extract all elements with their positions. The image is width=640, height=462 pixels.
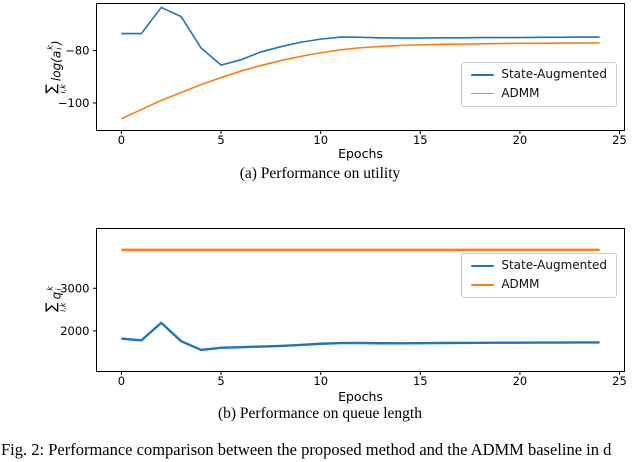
x-tick-label: 20 <box>513 133 528 147</box>
legend-label: State-Augmented <box>501 67 607 81</box>
legend-line-sample <box>471 283 495 286</box>
math-expression: q k i <box>45 286 65 300</box>
legend-item: ADMM <box>471 276 607 292</box>
sum-subscript: i,k <box>58 302 68 312</box>
legend-label: ADMM <box>501 85 540 100</box>
y-axis-label-queue: ∑ i,k q k i <box>43 286 68 312</box>
x-tick-label: 5 <box>217 133 224 147</box>
x-tick-label: 25 <box>612 133 627 147</box>
legend-line-sample <box>471 92 495 95</box>
legend-queue: State-Augmented ADMM <box>461 253 617 298</box>
legend-line-sample <box>471 264 495 268</box>
utility-plot-area: 0 5 10 15 20 25 −80 −100 <box>58 3 627 147</box>
expr-supsub: k i <box>45 286 64 291</box>
subcaption-a: (a) Performance on utility <box>239 165 401 182</box>
legend-item: State-Augmented <box>471 258 607 273</box>
x-tick-label: 0 <box>118 133 125 147</box>
subcaption-b: (b) Performance on queue length <box>217 405 422 422</box>
sigma-glyph: ∑ <box>43 302 60 312</box>
math-expression: log(a k i ) <box>45 40 65 82</box>
x-tick-label: 5 <box>217 374 224 388</box>
expr-subscript: i <box>54 288 64 291</box>
y-tick-label: 2000 <box>60 324 89 338</box>
queue-chart: 0 5 10 15 20 25 2000 3000 ∑ i,k q k i State-Aug… <box>0 185 640 435</box>
figure-caption: Fig. 2: Performance comparison between t… <box>1 440 612 459</box>
x-tick-label: 15 <box>413 374 428 388</box>
legend-label: State-Augmented <box>501 258 607 272</box>
y-tick-label: 3000 <box>60 281 89 295</box>
x-tick-label: 10 <box>313 374 328 388</box>
expr-pre: log(a <box>49 50 63 82</box>
sum-symbol: ∑ i,k <box>43 302 68 312</box>
series-line-state-augmented <box>121 321 600 352</box>
expr-superscript: k <box>45 286 55 291</box>
expr-pre: q <box>49 291 63 300</box>
axes-frame <box>96 3 625 131</box>
legend-item: ADMM <box>471 85 607 101</box>
queue-plot-area: 0 5 10 15 20 25 2000 3000 <box>60 228 627 388</box>
x-tick-label: 0 <box>118 374 125 388</box>
legend-utility: State-Augmented ADMM <box>461 62 617 107</box>
legend-label: ADMM <box>501 276 540 291</box>
x-axis-label-queue: Epochs <box>338 389 383 404</box>
x-axis-label-utility: Epochs <box>338 146 383 161</box>
series-line-admm <box>121 41 600 120</box>
x-tick-label: 25 <box>612 374 627 388</box>
expr-subscript: i <box>54 47 64 50</box>
expr-supsub: k i <box>45 45 64 50</box>
y-tick-label: −80 <box>65 44 89 58</box>
x-tick-label: 15 <box>413 133 428 147</box>
expr-superscript: k <box>45 45 55 50</box>
utility-chart: 0 5 10 15 20 25 −80 −100 ∑ i,k log(a k i ) Stat… <box>0 0 640 190</box>
legend-line-sample <box>471 74 495 76</box>
legend-item: State-Augmented <box>471 67 607 82</box>
sum-subscript: i,k <box>58 84 68 94</box>
y-axis-label-utility: ∑ i,k log(a k i ) <box>43 40 68 94</box>
axes-frame <box>96 228 625 372</box>
y-tick-label: −100 <box>58 96 90 110</box>
x-tick-label: 20 <box>513 374 528 388</box>
sum-symbol: ∑ i,k <box>43 84 68 94</box>
series-line-state-augmented <box>121 6 600 66</box>
sigma-glyph: ∑ <box>43 84 60 94</box>
x-tick-label: 10 <box>313 133 328 147</box>
